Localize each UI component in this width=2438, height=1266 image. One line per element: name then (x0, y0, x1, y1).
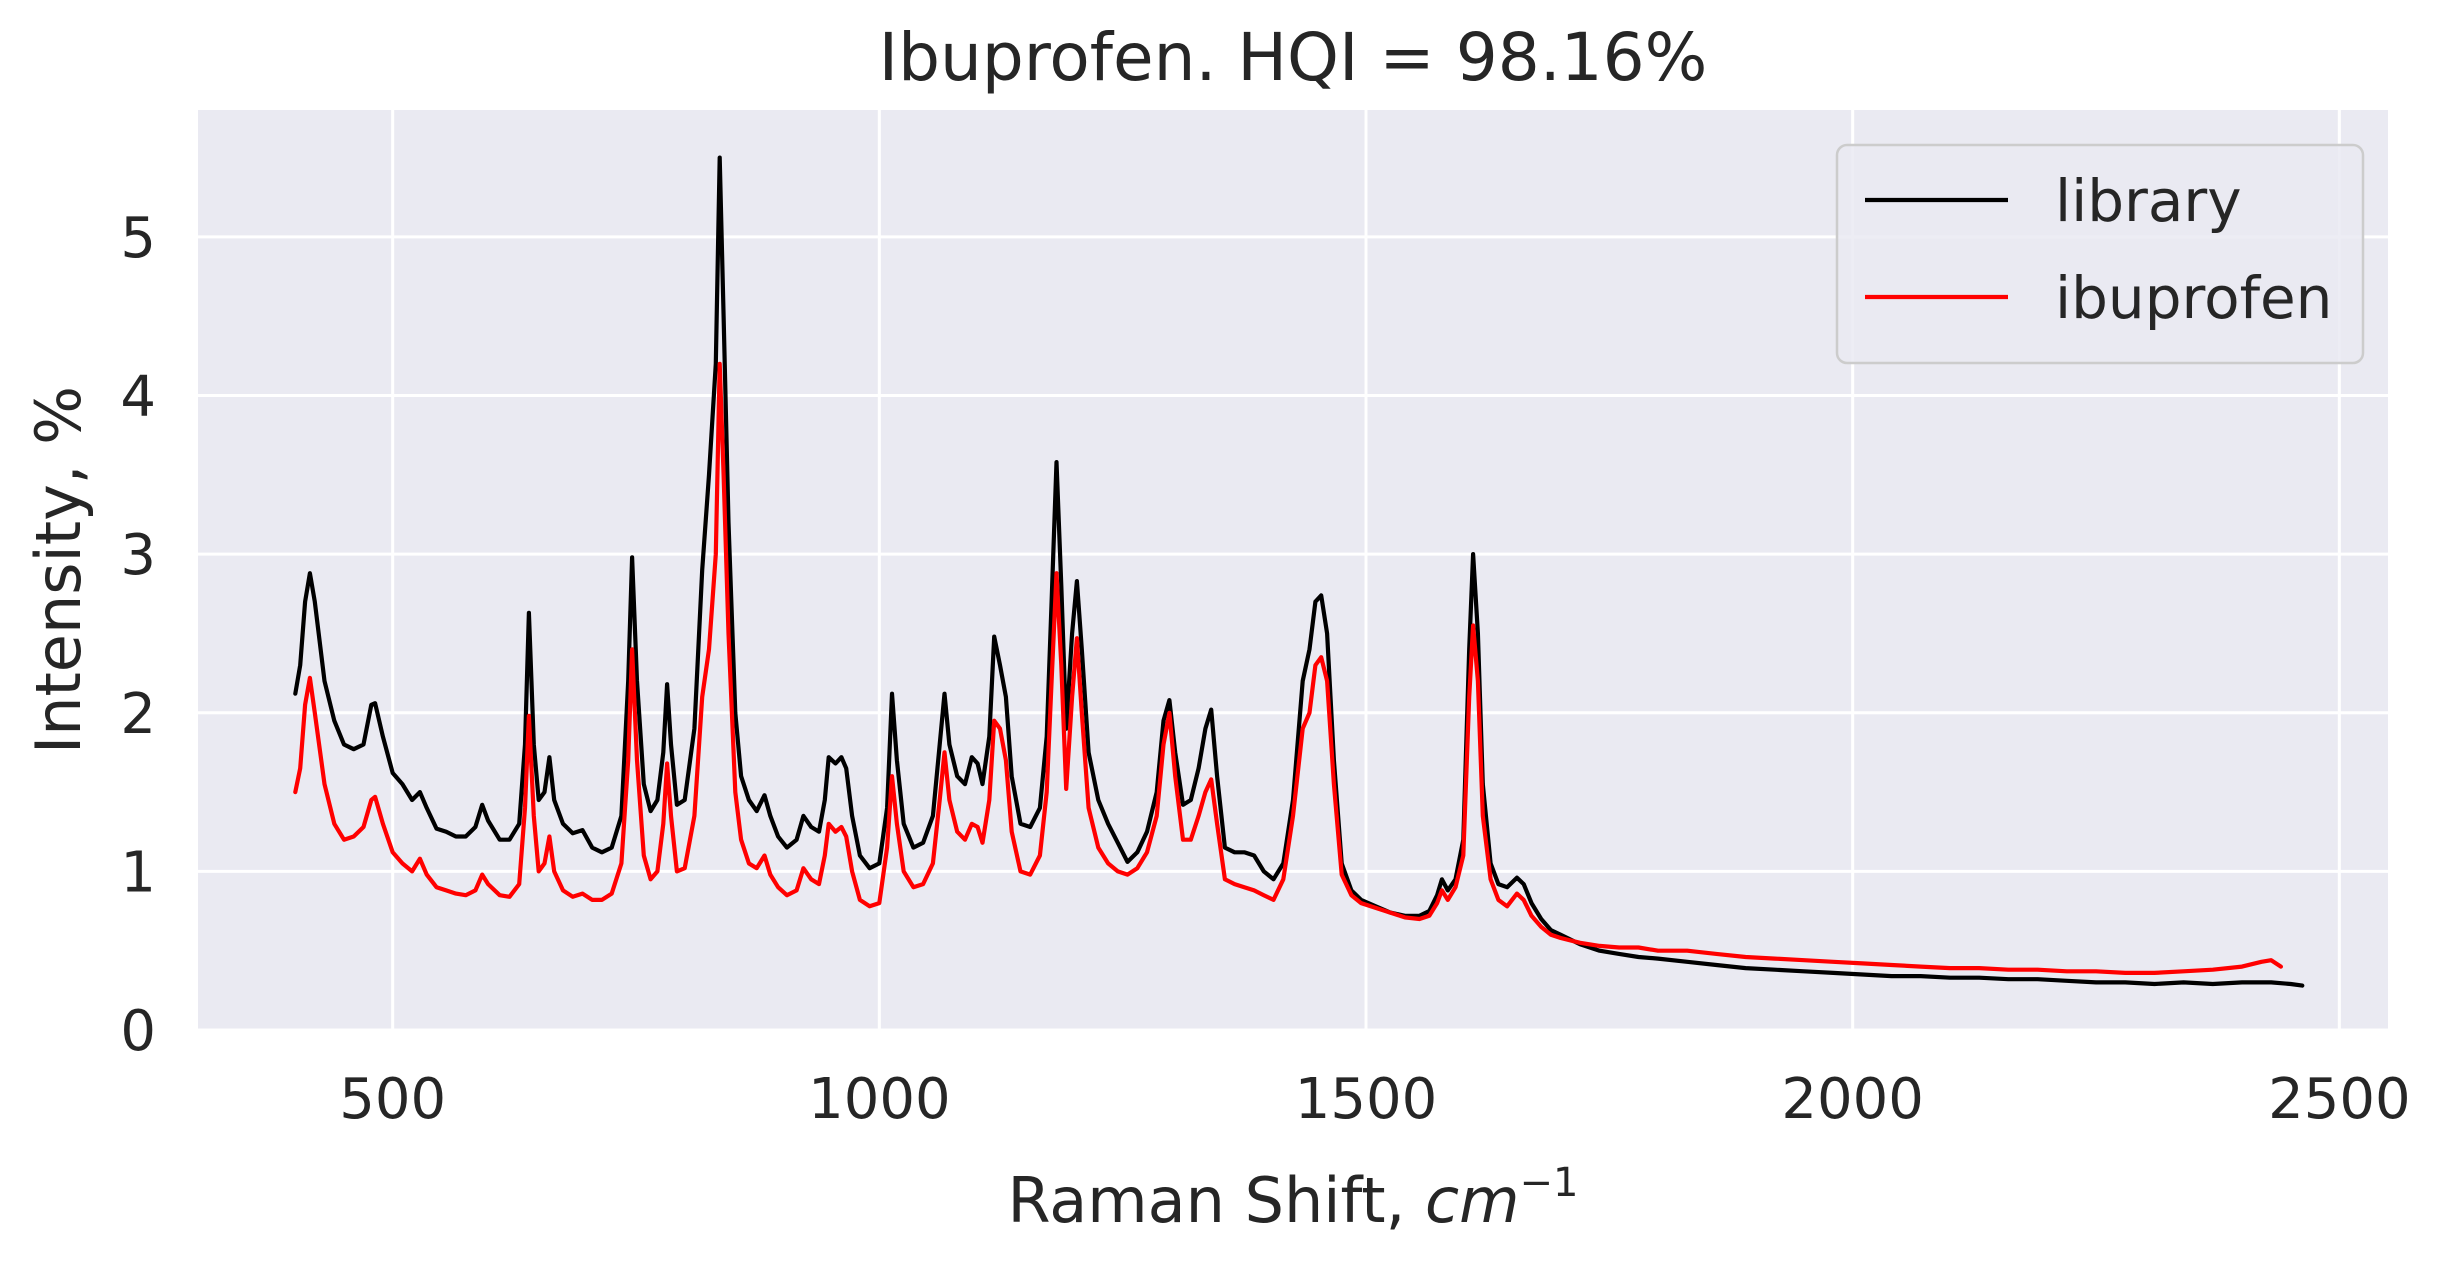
x-tick-label: 500 (339, 1067, 446, 1132)
x-axis-label-text: Raman Shift, (1008, 1164, 1425, 1237)
chart-title: Ibuprofen. HQI = 98.16% (879, 19, 1708, 96)
legend: library ibuprofen (1835, 143, 2365, 365)
series-line-ibuprofen (293, 361, 2283, 975)
x-tick-label: 2500 (2268, 1067, 2411, 1132)
y-tick-label: 0 (120, 999, 156, 1064)
legend-label-ibuprofen: ibuprofen (2055, 264, 2332, 332)
x-tick-label: 1500 (1295, 1067, 1438, 1132)
x-tick-label: 1000 (808, 1067, 951, 1132)
y-tick-label: 1 (120, 840, 156, 905)
x-axis-label: Raman Shift, cm−1 (1008, 1160, 1579, 1237)
x-axis-label-unit: cm (1425, 1164, 1519, 1237)
y-tick-label: 2 (120, 682, 156, 747)
y-axis-label: Intensity, % (22, 386, 95, 754)
legend-label-library: library (2055, 167, 2242, 235)
tick-labels: 500 1000 1500 2000 2500 0 1 2 3 4 5 (120, 206, 2410, 1132)
y-tick-label: 5 (120, 206, 156, 271)
series-layer (293, 155, 2305, 988)
series-line-library (293, 155, 2305, 988)
y-tick-label: 3 (120, 523, 156, 588)
x-axis-label-exponent: −1 (1519, 1160, 1578, 1206)
x-tick-label: 2000 (1781, 1067, 1924, 1132)
y-tick-label: 4 (120, 365, 156, 430)
